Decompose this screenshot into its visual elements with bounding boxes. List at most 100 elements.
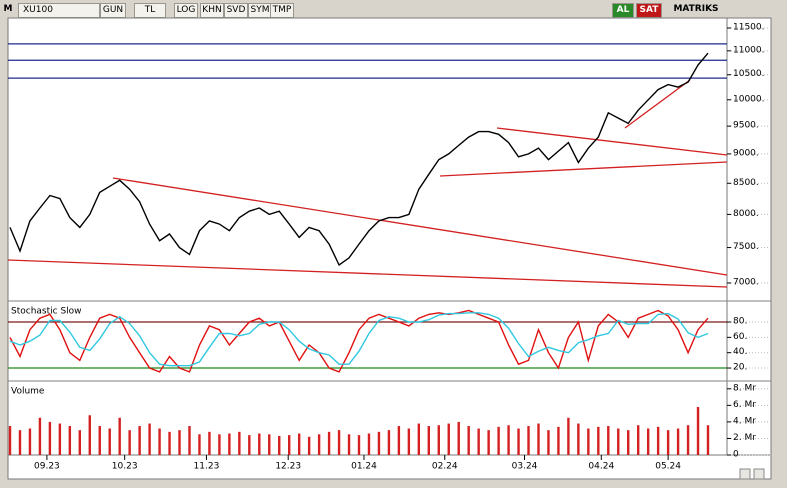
y-tick-label: 4. Mr — [733, 416, 756, 426]
trendline — [496, 127, 728, 156]
bar — [238, 431, 241, 455]
bar — [218, 434, 221, 455]
y-tick-label: 9500. — [733, 121, 759, 131]
x-tick-label: 11.23 — [194, 462, 220, 472]
bar — [597, 426, 600, 455]
y-tick-label: 11000. — [733, 45, 765, 55]
bar — [58, 423, 62, 455]
bar — [268, 434, 271, 455]
bar — [28, 428, 32, 455]
bar — [507, 425, 510, 455]
bar — [547, 430, 550, 455]
x-tick-label: 03.24 — [512, 462, 538, 472]
bar — [487, 430, 490, 455]
scroll-right[interactable] — [753, 468, 765, 480]
y-tick-label: 8000. — [733, 209, 759, 219]
bar — [656, 426, 660, 455]
bar — [168, 431, 171, 455]
menu[interactable]: M — [3, 4, 13, 14]
bar — [258, 433, 261, 455]
x-tick-label: 10.23 — [112, 462, 138, 472]
bar — [208, 431, 211, 455]
x-tick-label: 04.24 — [588, 462, 614, 472]
bar — [228, 433, 231, 455]
trendline — [624, 79, 691, 129]
bar — [148, 423, 151, 455]
bar — [607, 426, 610, 455]
y-tick-label: 60. — [733, 332, 747, 342]
bar — [617, 428, 620, 455]
bar — [248, 435, 251, 455]
bar — [567, 417, 570, 455]
y-tick-label: 80. — [733, 317, 747, 327]
bar — [347, 434, 351, 455]
bar — [367, 433, 371, 455]
bar — [437, 425, 440, 455]
bar — [527, 426, 530, 455]
x-tick-label: 01.24 — [351, 462, 377, 472]
bar — [88, 415, 91, 455]
bar — [517, 428, 520, 455]
y-tick-label: 7000. — [733, 277, 759, 287]
bar — [278, 435, 281, 455]
bar — [297, 433, 301, 455]
bar — [138, 426, 141, 455]
bar — [98, 426, 101, 455]
y-tick-label: 9000. — [733, 148, 759, 158]
bar — [696, 407, 700, 455]
axis-area — [726, 17, 772, 456]
scroll-left[interactable] — [739, 468, 751, 480]
y-tick-label: 20. — [733, 363, 747, 373]
bar — [377, 431, 381, 455]
bar — [288, 435, 291, 455]
bar — [78, 430, 81, 455]
bar — [307, 436, 311, 455]
y-tick-label: 11500. — [733, 22, 765, 32]
bar — [587, 428, 590, 455]
bar — [417, 423, 421, 455]
x-tick-label: 02.24 — [432, 462, 458, 472]
y-tick-label: 40. — [733, 347, 747, 357]
y-tick-label: 10000. — [733, 94, 765, 104]
bar — [198, 434, 201, 455]
panel-title: Stochastic Slow — [11, 307, 82, 317]
bar — [387, 430, 391, 455]
bar — [158, 428, 161, 455]
bar — [666, 430, 670, 455]
bar — [118, 417, 121, 455]
panel-title: Volume — [11, 387, 45, 397]
bar — [457, 421, 460, 455]
trendline — [7, 259, 728, 288]
bar — [8, 426, 12, 455]
bar — [407, 428, 411, 455]
bar — [108, 428, 111, 455]
bar — [38, 417, 42, 455]
bar — [497, 426, 500, 455]
symbol-box[interactable]: XU100 — [18, 3, 100, 18]
bar — [357, 435, 361, 455]
brand: MATRIKS — [673, 4, 719, 14]
bar — [557, 426, 560, 455]
y-tick-label: 10500. — [733, 69, 765, 79]
bar — [467, 426, 470, 455]
bar — [128, 430, 131, 455]
series-line — [9, 52, 709, 267]
y-tick-label: 7500. — [733, 242, 759, 252]
bar — [48, 421, 52, 455]
plot-area — [7, 17, 728, 456]
y-tick-label: 8. Mr — [733, 383, 756, 393]
bar — [646, 428, 650, 455]
series-line — [9, 309, 709, 373]
y-tick-label: 6. Mr — [733, 400, 756, 410]
y-tick-label: 2. Mr — [733, 433, 756, 443]
bar — [337, 430, 341, 455]
bar — [676, 428, 680, 455]
bar — [477, 428, 480, 455]
bar — [427, 426, 430, 455]
bar — [637, 425, 640, 455]
bar — [706, 425, 710, 455]
x-tick-label: 09.23 — [34, 462, 60, 472]
bar — [178, 430, 181, 455]
